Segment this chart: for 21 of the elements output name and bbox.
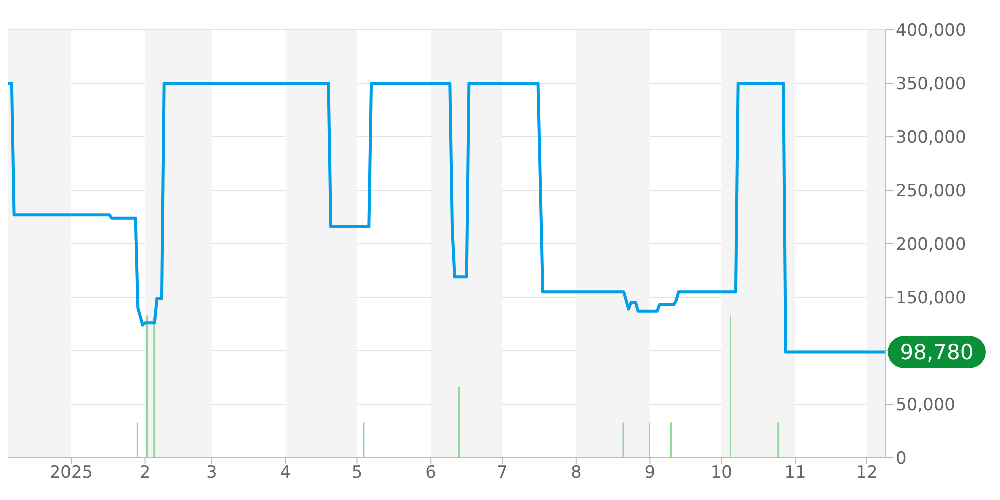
x-tick-label: 4	[280, 463, 292, 484]
x-tick-label: 3	[206, 463, 218, 484]
y-tick-label: 400,000	[896, 21, 966, 42]
y-tick-label: 150,000	[896, 288, 966, 309]
x-tick-label: 11	[784, 463, 806, 484]
y-tick-label: 250,000	[896, 182, 966, 202]
y-tick-label: 300,000	[896, 128, 966, 148]
y-tick-label: 50,000	[896, 396, 956, 416]
x-tick-label: 7	[497, 463, 508, 484]
annotation: 98,780	[900, 340, 974, 364]
y-tick-label: 0	[896, 449, 907, 470]
x-tick-label: 2025	[50, 463, 94, 484]
x-tick-label: 2	[140, 463, 151, 484]
x-tick-label: 12	[856, 463, 878, 484]
x-tick-label: 6	[426, 463, 437, 484]
x-tick-label: 5	[352, 463, 363, 484]
x-tick-label: 9	[644, 463, 656, 484]
x-tick-label: 10	[710, 463, 732, 484]
y-tick-label: 350,000	[896, 74, 966, 95]
x-tick-label: 8	[570, 463, 582, 484]
y-tick-label: 200,000	[896, 235, 966, 256]
